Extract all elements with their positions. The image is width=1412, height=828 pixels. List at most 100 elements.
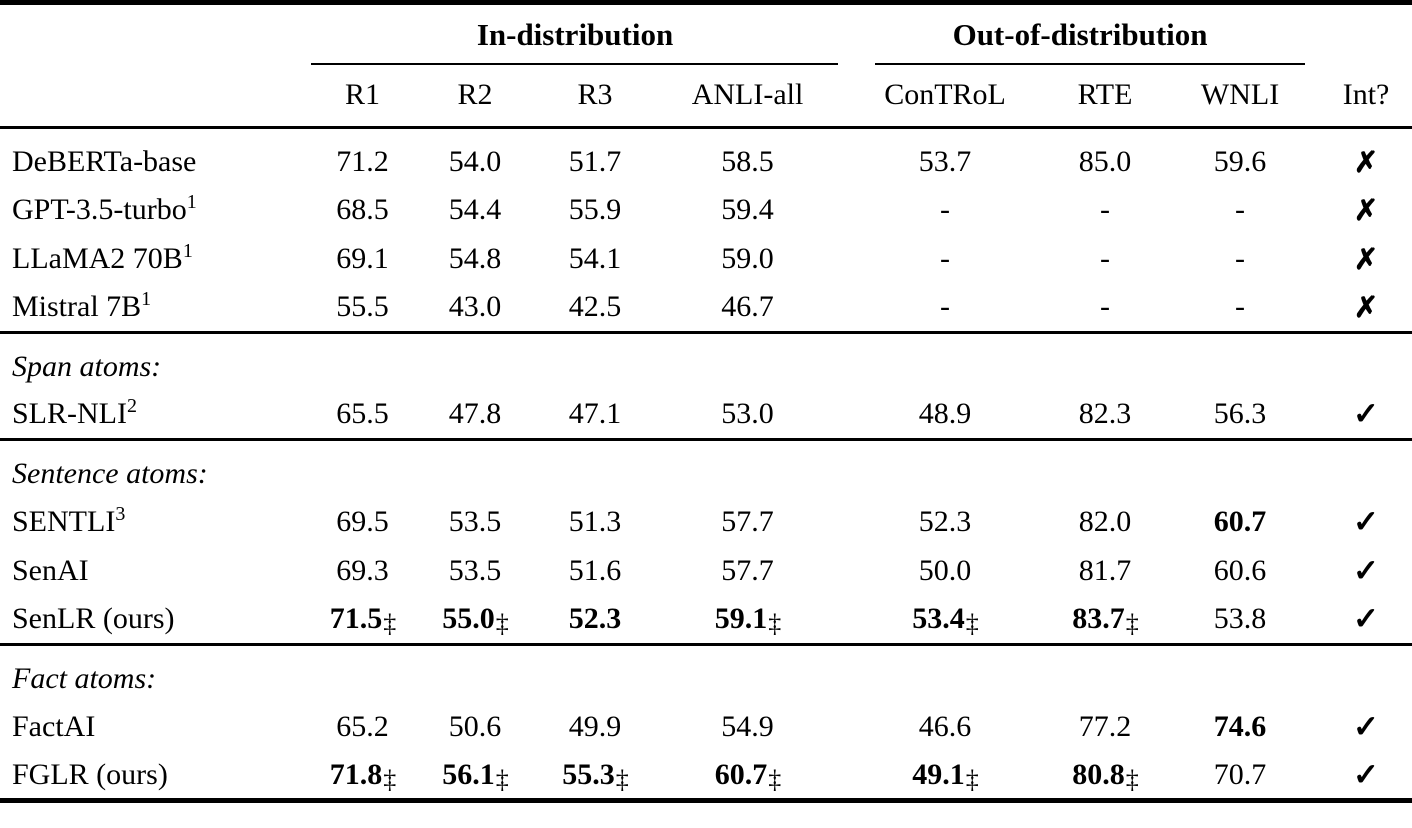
footnote-marker: 1 [141, 288, 152, 311]
metric-value: 71.2 [336, 145, 389, 179]
metric-value: 71.8‡ [329, 757, 397, 794]
metric-value: 43.0 [448, 290, 502, 324]
metric-value: 55.0‡ [442, 602, 509, 639]
section-header-sentence-atoms: Sentence atoms: [0, 440, 1412, 498]
metric-value: 65.5 [336, 397, 389, 431]
empty-corner-cell [1320, 3, 1412, 65]
model-label: SENTLI3 [12, 503, 126, 538]
metric-value: - [1100, 290, 1111, 324]
metric-value: 74.6 [1213, 710, 1267, 743]
metric-value: 53.5 [448, 505, 502, 538]
metric-value: 85.0 [1078, 145, 1132, 179]
interpretable-cell: ✓ [1320, 498, 1412, 547]
metric-value: 69.3 [336, 554, 389, 587]
metric-value: 70.7 [1213, 757, 1267, 791]
metric-value: 54.9 [721, 710, 774, 743]
metric-value: 51.7 [568, 145, 622, 179]
metric-value: 77.2 [1078, 710, 1132, 743]
metric-value: 50.6 [448, 710, 502, 743]
footnote-marker: 2 [127, 395, 137, 418]
col-header-interpretable: Int? [1342, 78, 1390, 112]
metric-value: 81.7 [1078, 554, 1132, 587]
metric-value: 53.7 [918, 145, 972, 179]
col-header-control: ConTRoL [884, 78, 1006, 112]
metric-value: 71.5‡ [329, 602, 397, 639]
metric-value: 50.0 [918, 554, 972, 587]
model-label: FGLR (ours) [12, 757, 168, 791]
ddagger-icon: ‡ [1125, 609, 1139, 639]
metric-value: 69.1 [336, 242, 389, 275]
interpretable-cell: ✓ [1320, 596, 1412, 645]
metric-value: 55.9 [568, 193, 622, 226]
ddagger-icon: ‡ [383, 609, 397, 639]
footnote-marker: 1 [186, 191, 197, 213]
metric-value: 55.3‡ [562, 757, 629, 794]
table-row-senlr-ours: SenLR (ours) 71.5‡ 55.0‡ 52.3 59.1‡ 53.4… [0, 596, 1412, 645]
check-icon: ✓ [1353, 504, 1380, 539]
table-header: In-distribution Out-of-distribution R1 R… [0, 3, 1412, 128]
footnote-marker: 1 [182, 240, 193, 262]
check-icon: ✓ [1353, 756, 1380, 792]
interpretable-cell: ✓ [1320, 391, 1412, 440]
table-row-deberta-base: DeBERTa-base 71.2 54.0 51.7 58.5 53.7 85… [0, 128, 1412, 186]
section-label: Sentence atoms: [12, 457, 208, 491]
results-table: In-distribution Out-of-distribution R1 R… [0, 0, 1412, 803]
metric-value: - [940, 193, 951, 226]
metric-value: 57.7 [721, 505, 774, 538]
ddagger-icon: ‡ [495, 764, 509, 794]
metric-value: 83.7‡ [1072, 602, 1139, 639]
ddagger-icon: ‡ [768, 609, 782, 639]
metric-value: 53.0 [721, 397, 774, 431]
metric-value: 60.7 [1213, 505, 1267, 538]
group-header-in-distribution: In-distribution [310, 3, 840, 65]
model-label: Mistral 7B1 [12, 288, 152, 324]
ddagger-icon: ‡ [965, 609, 979, 639]
cross-icon: ✗ [1353, 291, 1379, 324]
metric-value: 49.9 [568, 710, 622, 743]
span-atoms-section: Span atoms: SLR-NLI2 65.5 47.8 47.1 53.0… [0, 333, 1412, 440]
model-label: SenLR (ours) [12, 602, 175, 636]
metric-value: 60.6 [1213, 554, 1267, 587]
table-row-llama2-70b: LLaMA2 70B1 69.1 54.8 54.1 59.0 - - - ✗ [0, 235, 1412, 284]
metric-value: - [1235, 193, 1246, 226]
metric-value: 80.8‡ [1072, 757, 1139, 794]
column-header-row: R1 R2 R3 ANLI-all ConTRoL RTE WNLI Int? [0, 65, 1412, 128]
model-label: FactAI [12, 710, 96, 743]
col-header-anli-all: ANLI-all [691, 78, 804, 112]
metric-value: 59.0 [721, 242, 774, 275]
metric-value: 69.5 [336, 505, 389, 538]
metric-value: 56.1‡ [442, 757, 509, 794]
table-row-mistral-7b: Mistral 7B1 55.5 43.0 42.5 46.7 - - - ✗ [0, 284, 1412, 333]
metric-value: 51.6 [568, 554, 622, 587]
footnote-marker: 3 [115, 503, 126, 525]
cmidrule-in-distribution [311, 62, 839, 65]
interpretable-cell: ✗ [1320, 128, 1412, 186]
metric-value: 53.5 [448, 554, 502, 587]
table-row-senai: SenAI 69.3 53.5 51.6 57.7 50.0 81.7 60.6… [0, 547, 1412, 596]
cross-icon: ✗ [1353, 146, 1379, 179]
interpretable-cell: ✗ [1320, 284, 1412, 333]
empty-corner-cell [0, 3, 310, 65]
interpretable-cell: ✓ [1320, 703, 1412, 752]
interpretable-cell: ✗ [1320, 235, 1412, 284]
model-label: GPT-3.5-turbo1 [12, 191, 197, 226]
interpretable-cell: ✓ [1320, 547, 1412, 596]
section-label: Fact atoms: [12, 662, 157, 696]
metric-value: 47.8 [448, 397, 502, 431]
model-label: DeBERTa-base [12, 145, 197, 179]
ddagger-icon: ‡ [495, 609, 509, 639]
metric-value: 82.3 [1078, 397, 1132, 431]
table-row-gpt-35-turbo: GPT-3.5-turbo1 68.5 54.4 55.9 59.4 - - -… [0, 186, 1412, 235]
ddagger-icon: ‡ [768, 764, 782, 794]
in-distribution-label: In-distribution [476, 16, 674, 52]
metric-value: 53.4‡ [912, 602, 979, 639]
metric-value: - [1100, 193, 1111, 226]
table-row-fglr-ours: FGLR (ours) 71.8‡ 56.1‡ 55.3‡ 60.7‡ 49.1… [0, 752, 1412, 801]
ddagger-icon: ‡ [383, 764, 397, 794]
cmidrule-out-of-distribution [875, 62, 1306, 65]
metric-value: 59.6 [1213, 145, 1267, 179]
interpretable-cell: ✓ [1320, 752, 1412, 801]
metric-value: 47.1 [568, 397, 622, 431]
sentence-atoms-section: Sentence atoms: SENTLI3 69.5 53.5 51.3 5… [0, 440, 1412, 645]
